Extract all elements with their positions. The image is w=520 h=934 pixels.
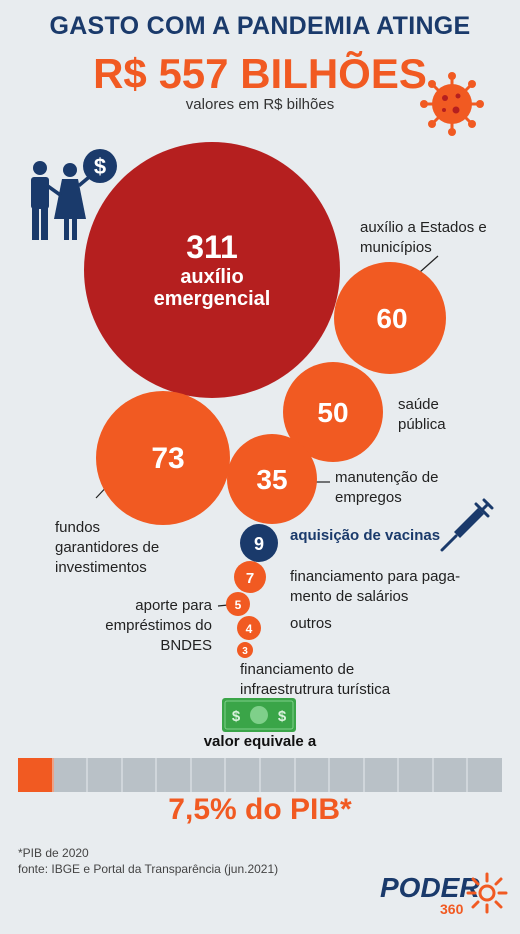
bubble-bndes [226,592,250,616]
poder360-logo-sub: 360 [440,901,464,917]
label-salarios-l2: mento de salários [290,588,409,605]
title-line-1: GASTO COM A PANDEMIA ATINGE [49,12,471,40]
bubble-saude-publica [283,362,383,462]
label-estados: auxílio a Estados e municípios [360,218,487,258]
leader-estados [419,255,439,273]
value-50: 50 [317,397,348,428]
poder360-logo-text: PODER [380,872,480,903]
bubble-manutencao [227,434,317,524]
pib-share-bar [18,758,502,792]
equivalence-label: valor equivale a [203,733,317,750]
value-5: 5 [235,598,242,612]
label-vacinas: aquisição de vacinas [290,527,441,544]
value-311: 311 [186,229,238,265]
label-bndes-l2: empréstimos do [105,617,212,634]
banknote-icon: $ $ [222,698,296,732]
bubble-salarios [234,561,266,593]
svg-text:$: $ [232,708,241,725]
bubble-chart: 311 auxílio emergencial 60 50 73 35 9 7 … [84,142,446,658]
value-9: 9 [254,534,264,554]
label-salarios-l1: financiamento para paga- [290,568,461,585]
label-fundos-l2: garantidores de [55,539,160,556]
subtitle: valores em R$ bilhões [185,96,335,113]
label-manut-l2: empregos [335,489,402,506]
label-saude-l1: saúde [398,396,439,413]
label-auxilio-l1: auxílio [180,266,243,288]
label-salarios: financiamento para paga- mento de salári… [290,567,460,607]
footnote: *PIB de 2020 [18,846,89,860]
label-outros: outros [290,615,332,632]
value-60: 60 [376,303,407,334]
label-saude-l2: pública [398,416,446,433]
label-auxilio-l2: emergencial [154,288,271,310]
label-saude: saúde pública [398,395,446,435]
value-35: 35 [256,464,287,495]
label-bndes-l3: BNDES [160,637,212,654]
label-turismo-l1: financiamento de [240,661,355,678]
value-73: 73 [151,442,184,475]
label-turismo-l2: infraestrutrura turística [240,681,391,698]
label-fundos-l3: investimentos [55,559,147,576]
label-fundos-l1: fundos [55,519,101,536]
label-turismo: financiamento de infraestrutrura turísti… [240,660,390,700]
value-7: 7 [246,570,254,587]
svg-text:$: $ [278,708,287,725]
virus-icon [420,72,484,136]
poder360-sun-icon [466,872,508,914]
source-note: fonte: IBGE e Portal da Transparência (j… [18,862,279,876]
svg-text:$: $ [94,154,106,179]
bubble-auxilio-emergencial [84,142,340,398]
label-fundos: fundos garantidores de investimentos [55,518,159,578]
bubble-fundos [96,391,230,525]
bubble-estados-municipios [334,262,446,374]
label-estados-l2: municípios [360,239,432,256]
label-bndes-l1: aporte para [135,597,212,614]
title-total: R$ 557 BILHÕES [93,50,427,97]
value-4: 4 [246,622,253,636]
label-manut-l1: manutenção de [335,469,439,486]
bubble-outros [237,616,261,640]
pib-share-text: 7,5% do PIB* [168,793,352,826]
couple-money-icon: $ [31,149,117,240]
bubble-vacinas [240,524,278,562]
pib-bar-fill [18,758,54,792]
label-manutencao: manutenção de empregos [335,468,438,508]
value-3: 3 [242,646,248,657]
bubble-turismo [237,642,253,658]
label-estados-l1: auxílio a Estados e [360,219,487,236]
label-bndes: aporte para empréstimos do BNDES [100,596,212,656]
syringe-icon [440,498,494,552]
